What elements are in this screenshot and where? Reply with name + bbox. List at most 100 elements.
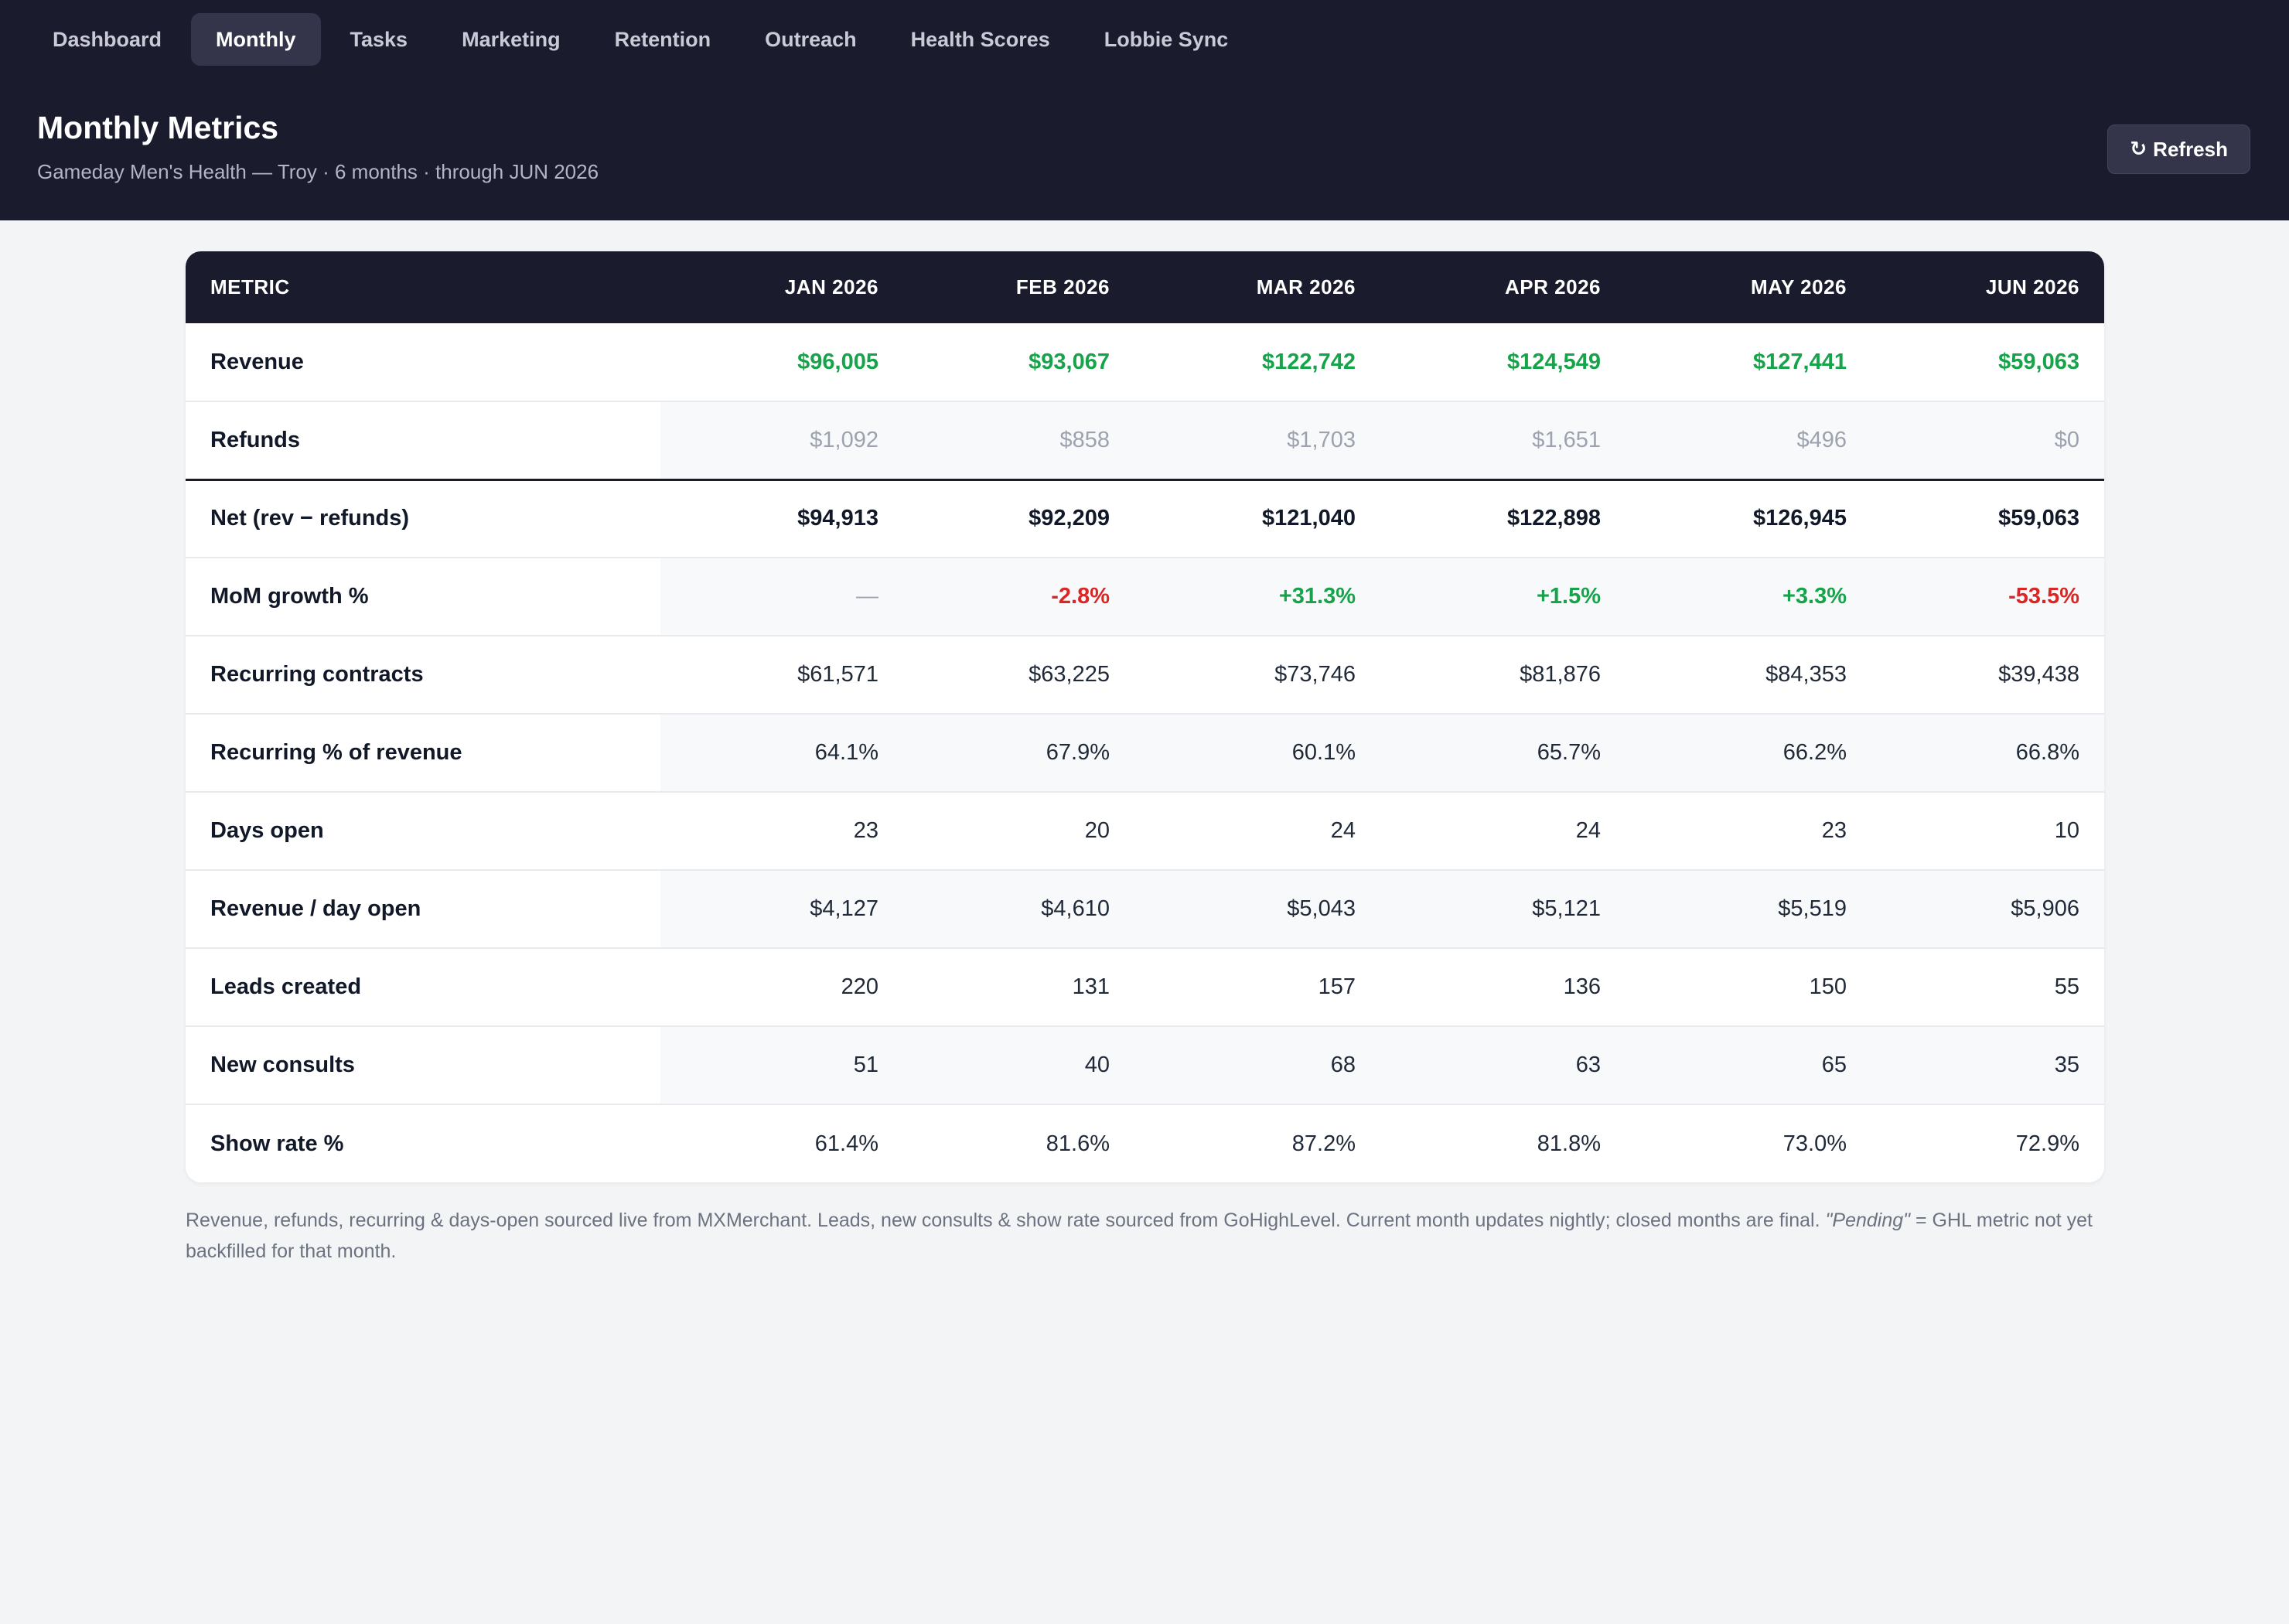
monthly-metrics-table: METRIC JAN 2026 FEB 2026 MAR 2026 APR 20… xyxy=(186,251,2104,1182)
top-bar: Dashboard Monthly Tasks Marketing Retent… xyxy=(0,0,2289,220)
metric-label: Show rate % xyxy=(210,1131,344,1156)
metric-value-cell: 68 xyxy=(1134,1026,1380,1104)
metric-value-cell: $496 xyxy=(1625,401,1871,479)
metric-value-cell: $39,438 xyxy=(1998,662,2079,687)
metric-label: Recurring contracts xyxy=(210,662,424,687)
table-row: Refunds $1,092 $858 $1,703 $1,651 $496 $0 xyxy=(186,401,2104,479)
metric-value-cell: 72.9% xyxy=(2015,1131,2079,1156)
tab-retention[interactable]: Retention xyxy=(614,27,711,51)
metric-value-cell: 63 xyxy=(1380,1026,1625,1104)
tab-health-scores[interactable]: Health Scores xyxy=(910,27,1050,51)
metric-value-cell: 81.8% xyxy=(1537,1131,1601,1156)
metric-value-cell: 73.0% xyxy=(1782,1131,1847,1156)
table-body: Revenue $96,005 $93,067 $122,742 $124,549 $12… xyxy=(186,323,2104,1182)
tab-lobbie-sync[interactable]: Lobbie Sync xyxy=(1104,27,1229,51)
metric-label: New consults xyxy=(210,1053,355,1077)
metric-label: Revenue / day open xyxy=(210,896,421,921)
metric-value-cell: $5,043 xyxy=(1134,870,1380,948)
metric-value-cell: $73,746 xyxy=(1274,662,1356,687)
metric-value-cell: $92,209 xyxy=(1029,506,1110,531)
column-header-month: JAN 2026 xyxy=(784,275,878,299)
metric-value-cell: 220 xyxy=(841,974,878,999)
metric-value-cell: 40 xyxy=(903,1026,1134,1104)
metric-value-cell: $94,913 xyxy=(797,506,878,531)
metric-value-cell: — xyxy=(660,558,903,636)
metric-value-cell: $122,898 xyxy=(1507,506,1601,531)
metric-value-cell: 136 xyxy=(1563,974,1601,999)
table-header-row: METRIC JAN 2026 FEB 2026 MAR 2026 APR 20… xyxy=(186,251,2104,323)
tab-tasks[interactable]: Tasks xyxy=(350,27,408,51)
metric-value-cell: $84,353 xyxy=(1765,662,1847,687)
page-title: Monthly Metrics xyxy=(37,110,279,145)
metric-value-cell: $61,571 xyxy=(797,662,878,687)
metric-value-cell: $122,742 xyxy=(1262,349,1356,374)
column-header-metric: METRIC xyxy=(210,275,290,299)
metric-value-cell: $5,519 xyxy=(1625,870,1871,948)
metric-value-cell: 157 xyxy=(1318,974,1356,999)
main-nav: Dashboard Monthly Tasks Marketing Retent… xyxy=(28,13,1253,66)
metric-value-cell: 55 xyxy=(2054,974,2079,999)
footnote-pending-text: = GHL metric not yet backfilled for that… xyxy=(186,1209,2093,1262)
metric-value-cell: $93,067 xyxy=(1029,349,1110,374)
tab-dashboard[interactable]: Dashboard xyxy=(53,27,162,51)
metric-value-cell: $5,121 xyxy=(1380,870,1625,948)
metric-value-cell: 66.2% xyxy=(1625,714,1871,792)
table-row: Recurring % of revenue 64.1% 67.9% 60.1% 65.… xyxy=(186,714,2104,792)
table-row: Show rate % 61.4% 81.6% 87.2% 81.8% 73.0% 72.9… xyxy=(186,1104,2104,1182)
footnote-pending-term: "Pending" xyxy=(1825,1209,1911,1231)
table-row: MoM growth % — -2.8% +31.3% +1.5% +3.3% -53.5% xyxy=(186,558,2104,636)
metric-value-cell: $121,040 xyxy=(1262,506,1356,531)
metric-value-cell: 61.4% xyxy=(814,1131,878,1156)
metric-value-cell: 65 xyxy=(1625,1026,1871,1104)
refresh-icon: ↻ xyxy=(2130,138,2147,161)
table-row: Revenue / day open $4,127 $4,610 $5,043 $5,1… xyxy=(186,870,2104,948)
column-header-month: MAR 2026 xyxy=(1256,275,1356,299)
metric-value-cell: 10 xyxy=(2054,818,2079,843)
metric-value-cell: $81,876 xyxy=(1520,662,1601,687)
metric-value-cell: $59,063 xyxy=(1998,506,2079,531)
column-header-month: APR 2026 xyxy=(1505,275,1601,299)
table-row: New consults 51 40 68 63 65 35 xyxy=(186,1026,2104,1104)
metric-value-cell: $858 xyxy=(903,401,1134,479)
metric-value-cell: $0 xyxy=(1871,401,2104,479)
metric-label: Refunds xyxy=(210,427,300,452)
metric-value-cell: $126,945 xyxy=(1753,506,1847,531)
metric-value-cell: $1,651 xyxy=(1380,401,1625,479)
column-header-month: MAY 2026 xyxy=(1751,275,1847,299)
table-row: Revenue $96,005 $93,067 $122,742 $124,549 $12… xyxy=(186,323,2104,401)
metric-value-cell: $59,063 xyxy=(1998,349,2079,374)
metric-value-cell: 150 xyxy=(1809,974,1847,999)
table-row: Net (rev − refunds) $94,913 $92,209 $121,04… xyxy=(186,479,2104,558)
metric-value-cell: 35 xyxy=(1871,1026,2104,1104)
tab-monthly[interactable]: Monthly xyxy=(191,13,321,66)
table-row: Days open 23 20 24 24 23 10 xyxy=(186,792,2104,870)
column-header-month: JUN 2026 xyxy=(1985,275,2079,299)
metric-value-cell: 131 xyxy=(1072,974,1110,999)
monthly-metrics-table-card: METRIC JAN 2026 FEB 2026 MAR 2026 APR 20… xyxy=(186,251,2104,1182)
refresh-button[interactable]: ↻ Refresh xyxy=(2107,125,2250,174)
tab-marketing[interactable]: Marketing xyxy=(462,27,561,51)
page-subtitle: Gameday Men's Health — Troy · 6 months ·… xyxy=(37,160,599,183)
metric-value-cell: 64.1% xyxy=(660,714,903,792)
table-row: Leads created 220 131 157 136 150 55 xyxy=(186,948,2104,1026)
metric-label: Leads created xyxy=(210,974,362,999)
metric-value-cell: 24 xyxy=(1330,818,1356,843)
metric-value-cell: 23 xyxy=(853,818,878,843)
metric-label: Recurring % of revenue xyxy=(210,740,462,765)
metric-value-cell: $4,610 xyxy=(903,870,1134,948)
tab-outreach[interactable]: Outreach xyxy=(765,27,857,51)
metric-value-cell: $124,549 xyxy=(1507,349,1601,374)
metric-label: Net (rev − refunds) xyxy=(210,506,410,531)
metric-label: Days open xyxy=(210,818,324,843)
metric-value-cell: $63,225 xyxy=(1029,662,1110,687)
data-source-footnote: Revenue, refunds, recurring & days-open … xyxy=(186,1205,2103,1267)
refresh-button-label: Refresh xyxy=(2153,137,2228,161)
metric-value-cell: $96,005 xyxy=(797,349,878,374)
metric-value-cell: -2.8% xyxy=(903,558,1134,636)
metric-value-cell: 65.7% xyxy=(1380,714,1625,792)
column-header-month: FEB 2026 xyxy=(1015,275,1110,299)
metric-value-cell: +31.3% xyxy=(1134,558,1380,636)
metric-label: Revenue xyxy=(210,349,304,374)
metric-value-cell: 67.9% xyxy=(903,714,1134,792)
metric-value-cell: 51 xyxy=(660,1026,903,1104)
